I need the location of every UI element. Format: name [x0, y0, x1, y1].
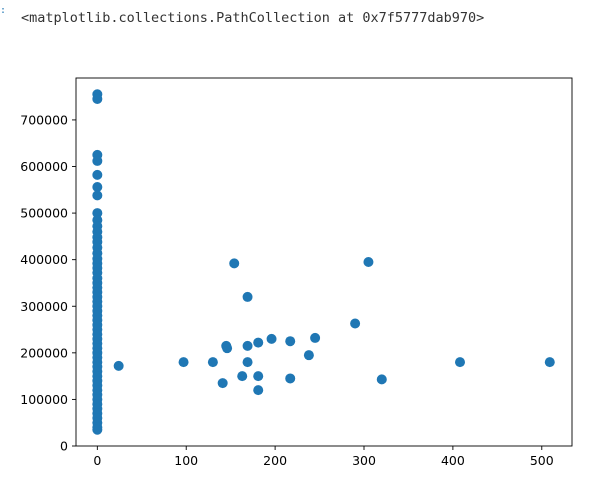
- scatter-points: [92, 89, 555, 435]
- scatter-point: [92, 424, 103, 435]
- x-axis: 0 100 200 300 400 500: [93, 446, 554, 468]
- scatter-point: [229, 258, 240, 269]
- y-tick-label: 400000: [20, 252, 68, 267]
- y-tick-label: 0: [60, 439, 68, 454]
- scatter-point: [242, 291, 253, 302]
- scatter-point: [92, 93, 103, 104]
- scatter-point: [266, 333, 277, 344]
- y-tick-label: 600000: [20, 159, 68, 174]
- scatter-point: [303, 350, 314, 361]
- scatter-point: [113, 360, 124, 371]
- scatter-point: [253, 337, 264, 348]
- scatter-point: [237, 371, 248, 382]
- scatter-point: [253, 371, 264, 382]
- scatter-point: [178, 357, 189, 368]
- scatter-point: [207, 357, 218, 368]
- y-tick-label: 200000: [20, 345, 68, 360]
- scatter-point: [455, 357, 465, 368]
- y-tick-label: 100000: [20, 392, 68, 407]
- y-tick-label: 700000: [20, 112, 68, 127]
- x-tick-label: 400: [441, 453, 465, 468]
- scatter-point: [363, 257, 374, 267]
- scatter-point: [376, 374, 387, 385]
- scatter-point: [253, 385, 264, 396]
- scatter-point: [92, 155, 103, 166]
- scatter-point: [544, 357, 555, 368]
- scatter-point: [350, 318, 361, 329]
- scatter-point: [242, 357, 253, 368]
- x-tick-label: 200: [263, 453, 287, 468]
- scatter-point: [285, 336, 296, 347]
- plot-frame: [75, 77, 573, 447]
- scatter-point: [222, 343, 233, 354]
- y-tick-label: 300000: [20, 299, 68, 314]
- scatter-point: [92, 182, 103, 193]
- x-tick-label: 500: [530, 453, 554, 468]
- y-tick-label: 500000: [20, 206, 68, 221]
- scatter-point: [310, 332, 321, 343]
- x-tick-label: 300: [352, 453, 376, 468]
- x-tick-label: 0: [93, 453, 101, 468]
- cell-output-text: <matplotlib.collections.PathCollection a…: [21, 10, 485, 26]
- scatter-point: [242, 340, 253, 351]
- scatter-point: [217, 378, 228, 389]
- scatter-point: [285, 373, 296, 384]
- scatter-point: [92, 169, 103, 180]
- scatter-point: [92, 208, 103, 219]
- x-tick-label: 100: [174, 453, 198, 468]
- y-axis: 0 100000 200000 300000 400000 500000 600000 700…: [20, 112, 76, 454]
- scatter-point: [92, 190, 103, 201]
